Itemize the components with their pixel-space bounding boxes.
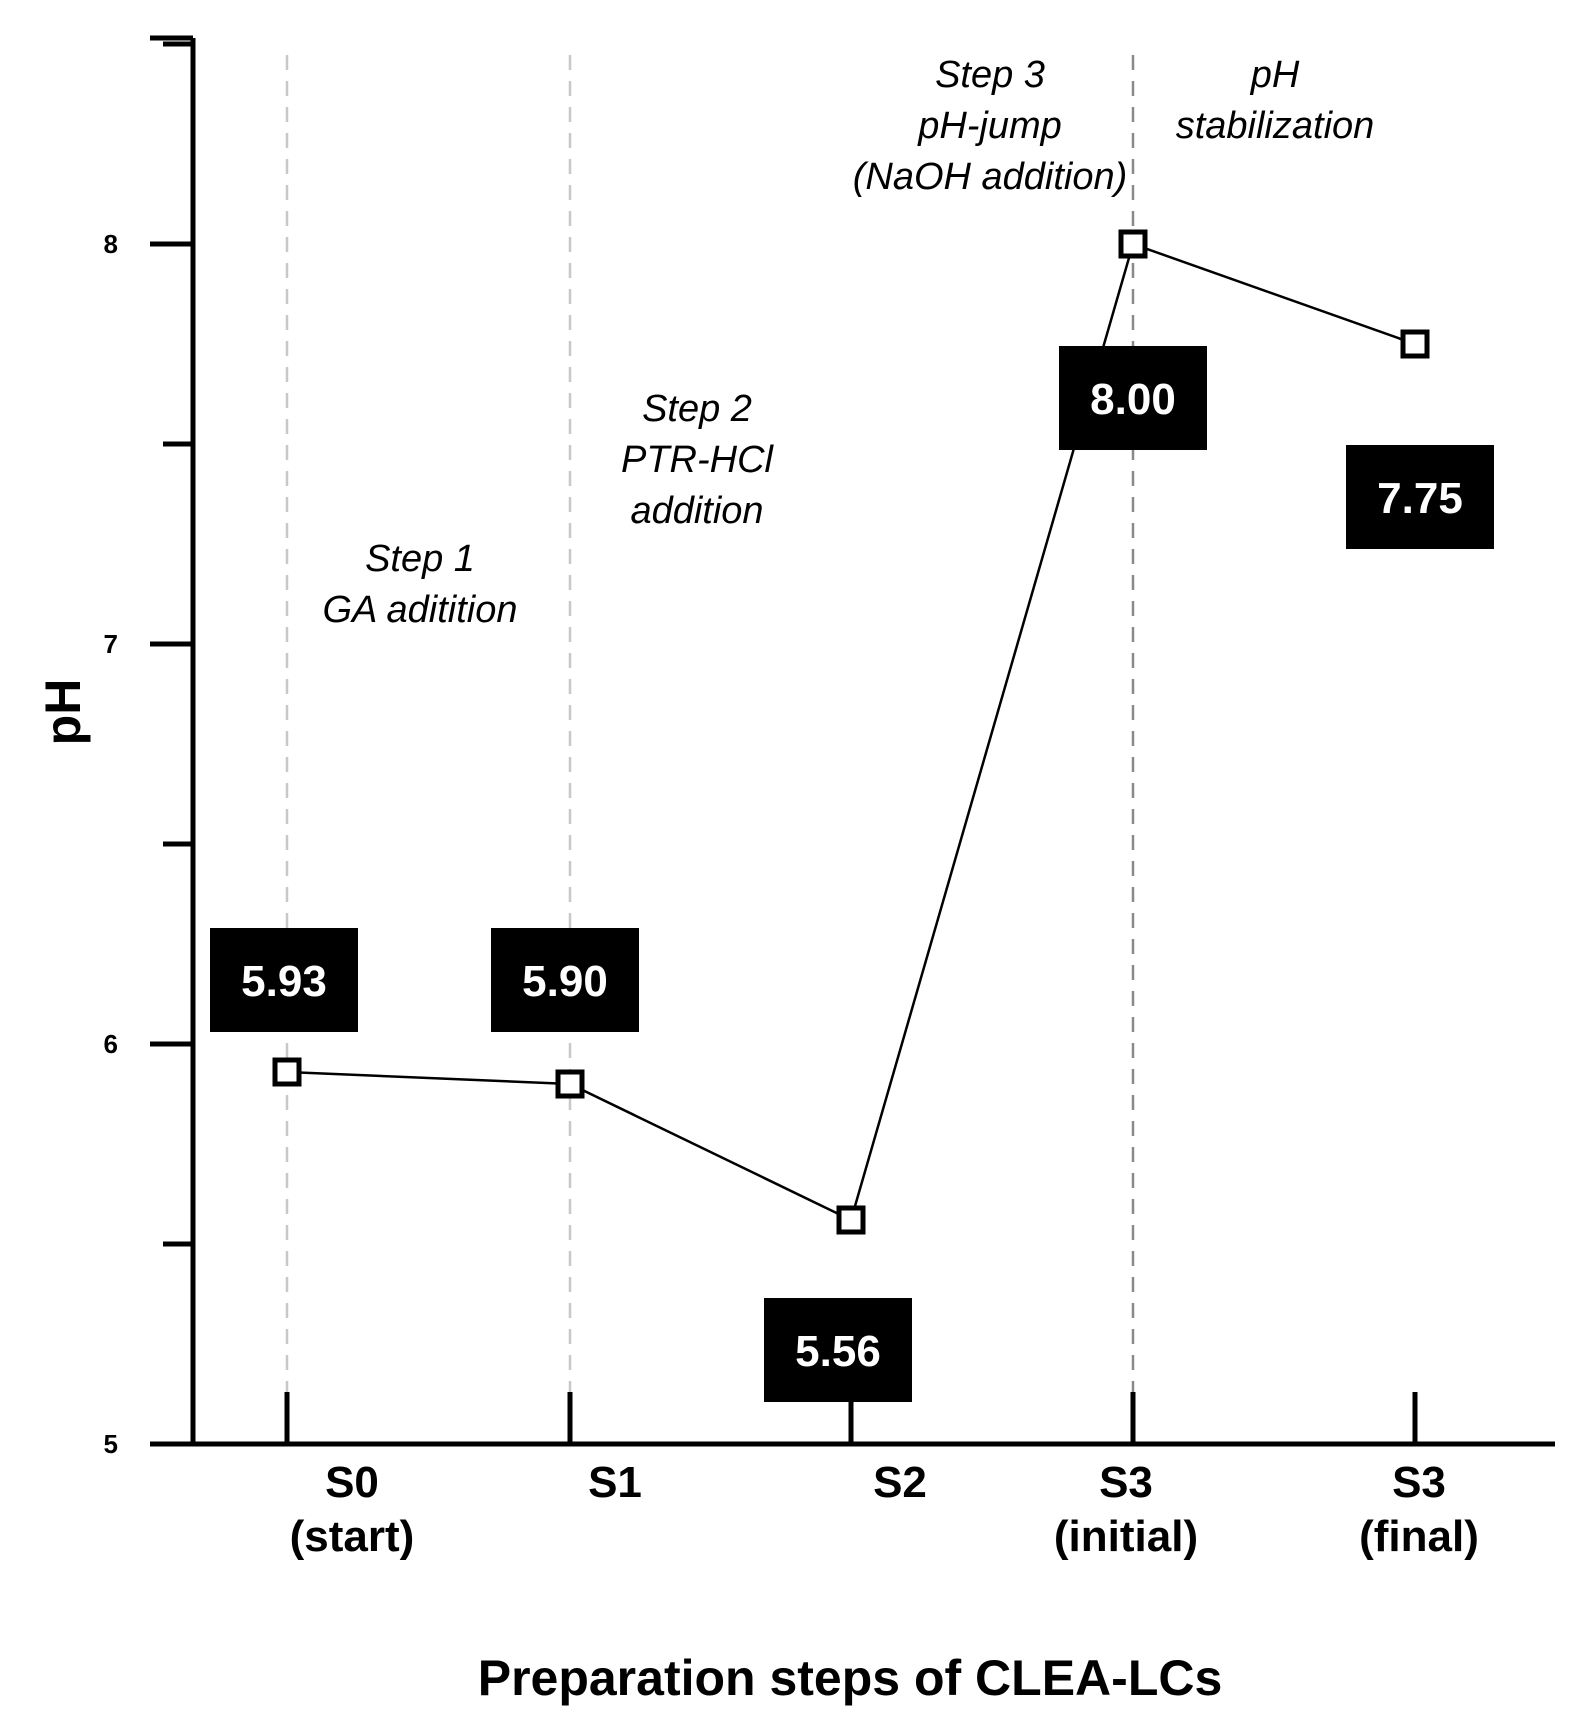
x-tick-label: S0 — [325, 1458, 379, 1507]
value-label-box-1 — [491, 928, 639, 1032]
data-point-4 — [1400, 329, 1430, 359]
ph-series-line — [286, 242, 1416, 1222]
y-tick-label: 6 — [104, 1029, 118, 1059]
value-labels: 5.93 5.90 5.56 8.00 7.75 — [210, 346, 1494, 1402]
x-tick-label-sub: (initial) — [1054, 1512, 1198, 1561]
annotation-1-line: Step 2 — [642, 388, 752, 430]
annotation-0-line: GA aditition — [322, 589, 517, 631]
x-tick-label: S1 — [588, 1458, 642, 1507]
annotation-3-line: pH — [1250, 54, 1300, 96]
step-annotations: Step 1 GA aditition Step 2 PTR-HCl addition S… — [322, 54, 1374, 631]
annotation-1-line: addition — [630, 490, 763, 532]
x-tick-label-sub: (start) — [290, 1512, 415, 1561]
value-label-box-3 — [1059, 346, 1207, 450]
value-label: 8.00 — [1090, 375, 1176, 424]
x-tick-label-sub: (final) — [1359, 1512, 1479, 1561]
annotation-0-line: Step 1 — [365, 538, 475, 580]
y-axis-title: pH — [35, 679, 91, 746]
data-point-1 — [555, 1069, 585, 1099]
data-markers — [272, 229, 1430, 1235]
value-label-box-0 — [210, 928, 358, 1032]
value-label-box-2 — [764, 1298, 912, 1402]
x-tick-label: S3 — [1099, 1458, 1153, 1507]
x-tick-label: S2 — [873, 1458, 927, 1507]
data-point-3 — [1118, 229, 1148, 259]
axes — [150, 35, 1555, 1447]
annotation-2-line: (NaOH addition) — [853, 156, 1128, 198]
x-axis-title: Preparation steps of CLEA-LCs — [478, 1650, 1223, 1706]
value-label: 5.56 — [795, 1327, 881, 1376]
annotation-1-line: PTR-HCl — [621, 439, 775, 481]
data-point-2 — [836, 1205, 866, 1235]
x-tick-label: S3 — [1392, 1458, 1446, 1507]
data-point-0 — [272, 1057, 302, 1087]
value-label: 7.75 — [1377, 474, 1463, 523]
y-tick-label: 5 — [104, 1429, 118, 1459]
value-label: 5.90 — [522, 957, 608, 1006]
y-tick-label: 7 — [104, 629, 118, 659]
annotation-2-line: pH-jump — [917, 105, 1062, 147]
step-divider-lines — [285, 55, 1135, 1400]
value-label-box-4 — [1346, 445, 1494, 549]
annotation-2-line: Step 3 — [935, 54, 1045, 96]
axis-text: 5 6 7 8 S0 (start) S1 S2 S3 (initial) S3 (final) Pre… — [35, 229, 1479, 1706]
series-line — [286, 242, 1416, 1222]
y-tick-label: 8 — [104, 229, 118, 259]
annotation-3-line: stabilization — [1176, 105, 1375, 147]
value-label: 5.93 — [241, 957, 327, 1006]
